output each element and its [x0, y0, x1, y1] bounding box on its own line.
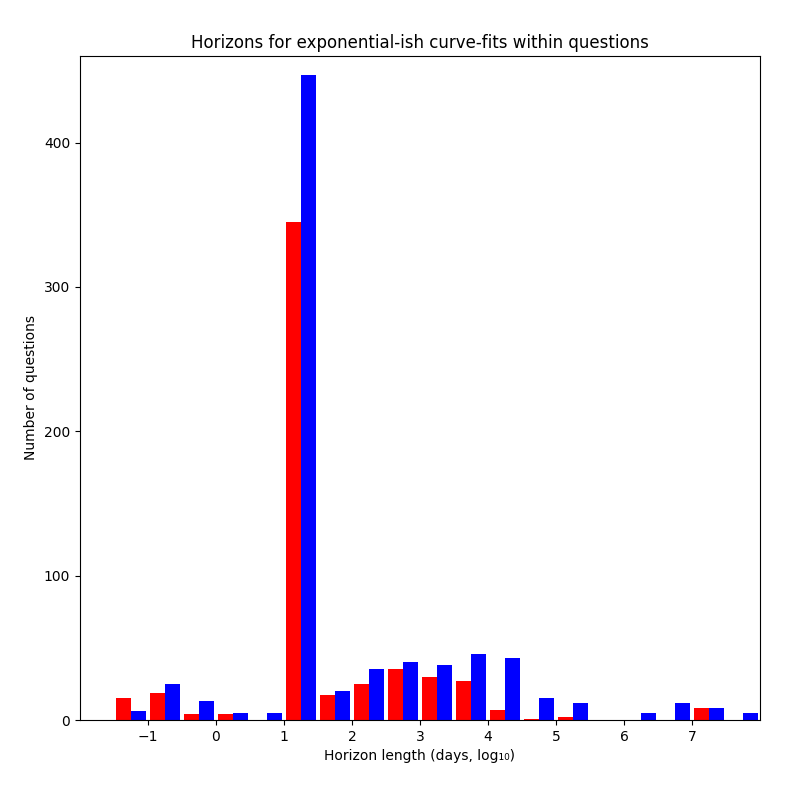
Bar: [369, 670, 384, 720]
Bar: [558, 717, 573, 720]
Bar: [165, 684, 180, 720]
X-axis label: Horizon length (days, log₁₀): Horizon length (days, log₁₀): [325, 750, 515, 763]
Bar: [354, 684, 369, 720]
Bar: [116, 698, 131, 720]
Bar: [422, 677, 437, 720]
Bar: [641, 713, 656, 720]
Bar: [150, 693, 165, 720]
Bar: [743, 713, 758, 720]
Bar: [403, 662, 418, 720]
Bar: [320, 695, 335, 720]
Bar: [709, 709, 724, 720]
Bar: [694, 709, 709, 720]
Bar: [490, 710, 505, 720]
Bar: [539, 698, 554, 720]
Bar: [199, 702, 214, 720]
Bar: [184, 714, 199, 720]
Bar: [335, 691, 350, 720]
Bar: [286, 222, 301, 720]
Bar: [456, 681, 471, 720]
Bar: [301, 74, 316, 720]
Bar: [573, 702, 588, 720]
Bar: [437, 665, 452, 720]
Bar: [131, 711, 146, 720]
Y-axis label: Number of questions: Number of questions: [24, 315, 38, 461]
Bar: [218, 714, 233, 720]
Bar: [471, 654, 486, 720]
Bar: [267, 713, 282, 720]
Bar: [505, 658, 520, 720]
Bar: [388, 670, 403, 720]
Title: Horizons for exponential-ish curve-fits within questions: Horizons for exponential-ish curve-fits …: [191, 34, 649, 52]
Bar: [675, 702, 690, 720]
Bar: [233, 713, 248, 720]
Bar: [524, 718, 539, 720]
